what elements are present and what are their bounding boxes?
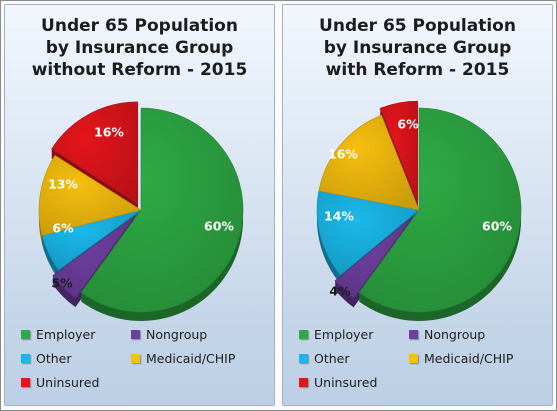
legend-item-other: Other [21,351,72,366]
legend: Employer Nongroup Other Medicaid/CHIP Un… [5,323,274,403]
legend-label: Nongroup [146,327,208,342]
legend-item-uninsured: Uninsured [299,375,377,390]
legend-swatch-medicaid [409,354,418,363]
legend-swatch-medicaid [131,354,140,363]
legend-swatch-nongroup [131,330,140,339]
pie-slice-nongroup [334,215,414,299]
legend-swatch-employer [299,330,308,339]
data-label-uninsured: 6% [397,117,419,132]
legend-swatch-uninsured [21,378,30,387]
legend-item-nongroup: Nongroup [409,327,485,342]
data-label-employer: 60% [204,219,234,234]
chart-title: Under 65 Population by Insurance Group w… [5,15,274,81]
legend-item-employer: Employer [21,327,95,342]
title-line-3: without Reform - 2015 [31,60,248,80]
legend-swatch-other [299,354,308,363]
pie-slice-employer [80,107,244,313]
chart-title: Under 65 Population by Insurance Group w… [283,15,552,81]
legend-item-uninsured: Uninsured [21,375,99,390]
legend-label: Uninsured [314,375,378,390]
legend-label: Nongroup [424,327,486,342]
pie-slice-other [316,190,420,276]
pie-slice-medicaid [38,154,142,236]
data-label-medicaid: 13% [48,177,78,192]
legend-label: Employer [36,327,96,342]
legend: Employer Nongroup Other Medicaid/CHIP Un… [283,323,552,403]
pie-slice-medicaid [318,114,420,211]
chart-panel-without-reform: Under 65 Population by Insurance Group w… [4,4,275,406]
pie-slice-uninsured [379,100,418,204]
legend-item-other: Other [299,351,350,366]
legend-swatch-nongroup [409,330,418,339]
legend-label: Employer [314,327,374,342]
legend-item-medicaid: Medicaid/CHIP [131,351,235,366]
title-line-1: Under 65 Population [41,16,238,36]
data-label-other: 14% [324,209,354,224]
legend-label: Medicaid/CHIP [146,351,236,366]
legend-label: Uninsured [36,375,100,390]
legend-item-employer: Employer [299,327,373,342]
legend-label: Medicaid/CHIP [424,351,514,366]
pie-slice-nongroup [52,215,136,299]
pie-slice-employer [358,107,522,313]
legend-item-nongroup: Nongroup [131,327,207,342]
legend-label: Other [314,351,350,366]
pie-chart-with-reform: 60% 4% 14% 16% 6% [316,100,522,321]
data-label-nongroup: 5% [51,276,73,291]
title-line-2: by Insurance Group [323,38,512,58]
data-label-uninsured: 16% [94,125,124,140]
data-label-other: 6% [52,221,74,236]
pie-chart-without-reform: 60% 5% 6% 13% 16% [38,101,244,321]
title-line-3: with Reform - 2015 [325,60,510,80]
chart-panel-with-reform: Under 65 Population by Insurance Group w… [282,4,553,406]
legend-swatch-other [21,354,30,363]
data-label-medicaid: 16% [328,147,358,162]
legend-swatch-uninsured [299,378,308,387]
title-line-1: Under 65 Population [319,16,516,36]
title-line-2: by Insurance Group [45,38,234,58]
data-label-employer: 60% [482,219,512,234]
legend-swatch-employer [21,330,30,339]
legend-label: Other [36,351,72,366]
pie-slice-uninsured [51,101,138,205]
legend-item-medicaid: Medicaid/CHIP [409,351,513,366]
data-label-nongroup: 4% [329,284,351,299]
